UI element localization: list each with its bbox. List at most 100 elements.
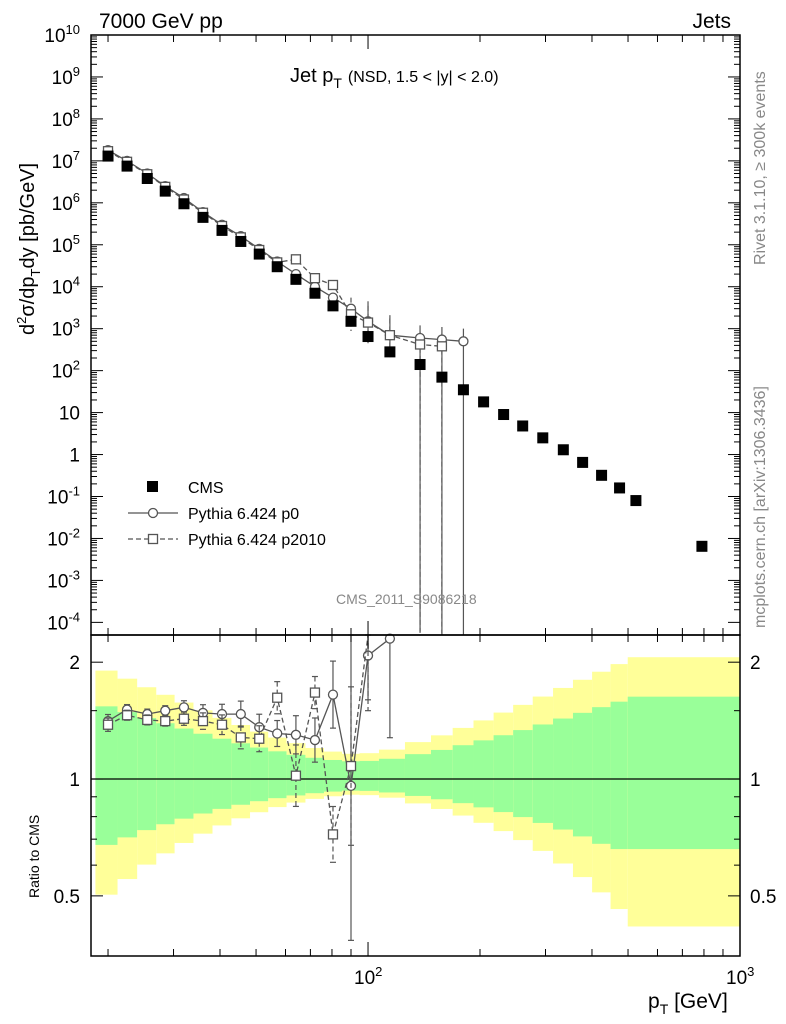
ratio-inner-band-bin xyxy=(117,712,138,838)
legend-p0-marker xyxy=(147,507,159,519)
ratio-y-axis-label: Ratio to CMS xyxy=(26,815,42,898)
mc-p2010-point xyxy=(414,339,426,350)
ratio-p2010-point xyxy=(345,760,357,772)
ratio-p0-point xyxy=(327,689,339,700)
analysis-watermark: CMS_2011_S9086218 xyxy=(336,591,477,607)
mcplots-label: mcplots.cern.ch [arXiv:1306.3436] xyxy=(752,386,769,628)
ratio-p0-point xyxy=(178,702,190,713)
plot-title: Jet pT (NSD, 1.5 < |y| < 2.0) xyxy=(290,65,499,91)
cms-data-point xyxy=(537,432,549,444)
ratio-inner-band-bin xyxy=(553,718,573,830)
ratio-inner-band-bin xyxy=(473,740,494,808)
mc-p2010-point xyxy=(290,254,302,265)
legend-cms-marker xyxy=(147,481,158,492)
ratio-p2010-point xyxy=(272,692,283,703)
ratio-inner-band-bin xyxy=(627,696,740,850)
ratio-inner-band-bin xyxy=(231,743,251,805)
cms-data-point xyxy=(102,150,114,162)
ratio-inner-band-bin xyxy=(156,723,175,825)
ratio-inner-band-bin xyxy=(572,712,593,837)
ratio-p2010-point xyxy=(142,714,153,726)
ratio-y-tick-label-right: 1 xyxy=(750,770,761,791)
ratio-p2010-point xyxy=(102,719,114,730)
ratio-inner-band-bin xyxy=(268,751,287,799)
ratio-p0-point xyxy=(290,729,302,740)
legend-p2010-label: Pythia 6.424 p2010 xyxy=(188,532,326,549)
cms-data-point xyxy=(290,273,302,285)
cms-data-point xyxy=(517,420,529,432)
ratio-panel-frame xyxy=(90,634,741,957)
y-tick-label: 102 xyxy=(52,358,80,383)
y-tick-label: 109 xyxy=(52,64,80,89)
ratio-inner-band-bin xyxy=(212,738,232,809)
energy-label: 7000 GeV pp xyxy=(99,10,223,33)
cms-data-point xyxy=(216,224,228,236)
mc-p2010-point xyxy=(384,330,396,341)
cms-data-point xyxy=(121,160,133,172)
ratio-line-circle xyxy=(107,638,391,787)
ratio-inner-band-bin xyxy=(359,760,379,791)
rivet-label: Rivet 3.1.10, ≥ 300k events xyxy=(752,71,769,265)
ratio-inner-band-bin xyxy=(513,730,533,818)
ratio-inner-band-bin xyxy=(493,735,514,813)
y-tick-label: 103 xyxy=(52,316,80,341)
ratio-inner-band-bin xyxy=(137,718,157,831)
y-tick-label: 10 xyxy=(59,404,80,425)
cms-data-point xyxy=(596,469,608,481)
jets-label: Jets xyxy=(692,10,731,33)
cms-data-point xyxy=(630,495,642,507)
y-tick-label: 105 xyxy=(52,232,80,257)
main-panel-curves xyxy=(107,149,465,635)
ratio-p0-point xyxy=(160,705,171,716)
ratio-y-tick-label-left: 2 xyxy=(69,653,80,674)
cms-data-point xyxy=(557,444,569,456)
y-tick-label: 104 xyxy=(52,274,80,299)
cms-data-point xyxy=(414,359,426,371)
y-tick-label: 107 xyxy=(52,148,80,173)
ratio-inner-band-bin xyxy=(323,759,342,792)
ratio-p2010-point xyxy=(160,715,171,727)
main-panel-points xyxy=(102,145,708,552)
x-axis-label: pT [GeV] xyxy=(648,990,728,1017)
ratio-p2010-point xyxy=(121,710,133,721)
ratio-uncertainty-bands xyxy=(91,657,740,927)
legend-cms-label: CMS xyxy=(188,480,224,497)
cms-data-point xyxy=(159,185,171,197)
ratio-inner-band-bin xyxy=(250,747,269,802)
cms-data-point xyxy=(197,211,209,223)
cms-data-point xyxy=(141,172,153,184)
ratio-y-tick-label-left: 1 xyxy=(69,770,80,791)
ratio-inner-band-bin xyxy=(378,758,405,793)
cms-data-point xyxy=(696,540,708,552)
ratio-p2010-point xyxy=(327,829,339,840)
cms-data-point xyxy=(384,346,396,358)
mc-p2010-point xyxy=(327,279,339,291)
y-tick-label: 10-3 xyxy=(47,567,80,592)
ratio-inner-band-bin xyxy=(430,749,453,800)
ratio-p2010-point xyxy=(235,732,246,743)
mc-p2010-point xyxy=(309,273,321,284)
main-y-axis-label: d2σ/dpTdy [pb/GeV] xyxy=(14,163,43,335)
mc-p0-point xyxy=(458,336,469,347)
cms-data-point xyxy=(271,261,283,273)
y-tick-label: 10-2 xyxy=(47,525,80,550)
cms-data-point xyxy=(577,456,589,468)
ratio-p2010-point xyxy=(197,715,209,727)
ratio-y-tick-label-left: 0.5 xyxy=(54,887,80,908)
ratio-y-tick-label-right: 2 xyxy=(750,653,761,674)
y-tick-label: 108 xyxy=(52,106,80,131)
ratio-inner-band-bin xyxy=(174,728,194,819)
ratio-p0-point xyxy=(272,728,283,739)
cms-data-point xyxy=(345,315,357,327)
cms-data-point xyxy=(362,331,374,343)
ratio-p2010-point xyxy=(290,770,302,781)
y-tick-label: 10-1 xyxy=(47,484,80,509)
cms-data-point xyxy=(436,371,448,383)
x-tick-label: 102 xyxy=(354,964,382,989)
cms-data-point xyxy=(327,300,339,312)
axis-ticks: 10-410-310-210-1110102103104105106107108… xyxy=(44,22,776,989)
ratio-inner-band-bin xyxy=(452,745,474,804)
ratio-inner-band-bin xyxy=(592,707,611,844)
cms-data-point xyxy=(253,248,265,260)
